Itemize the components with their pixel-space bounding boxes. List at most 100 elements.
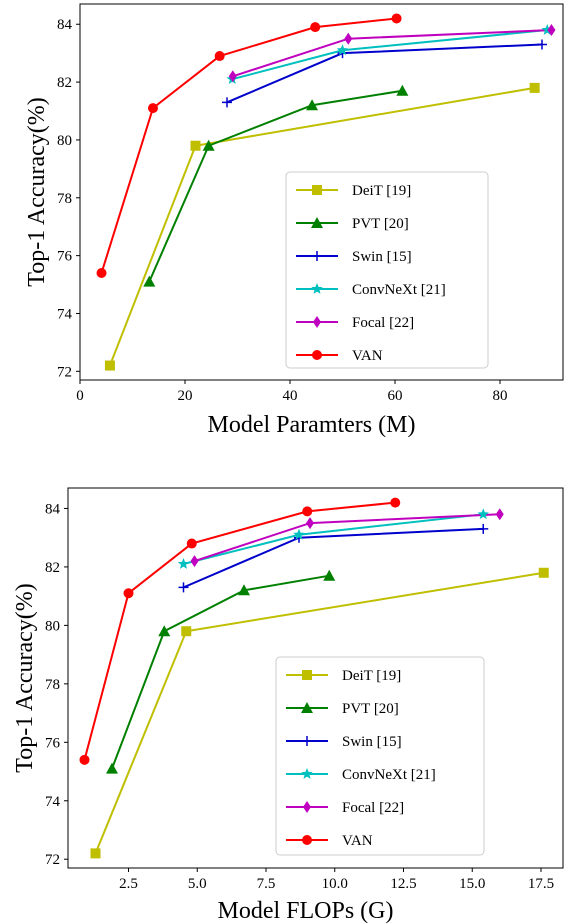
- y-tick-label: 82: [45, 560, 60, 576]
- legend-marker-4: [303, 801, 311, 813]
- data-point-5-0: [96, 267, 107, 278]
- data-point-1-3: [323, 569, 336, 581]
- x-axis-label: Model FLOPs (G): [217, 898, 393, 924]
- legend-marker-2: [302, 736, 312, 746]
- data-point-1-2: [238, 584, 250, 596]
- series-line-1: [148, 89, 403, 283]
- y-tick-label: 74: [45, 794, 61, 810]
- legend-marker-3: [311, 283, 323, 294]
- legend-label-0: DeiT [19]: [342, 668, 401, 684]
- x-tick-label: 15.0: [459, 876, 485, 892]
- data-point-4-2: [547, 24, 556, 37]
- y-tick-label: 78: [45, 677, 60, 693]
- legend-label-3: ConvNeXt [21]: [352, 282, 446, 298]
- legend-marker-1: [301, 702, 313, 713]
- data-point-2-0: [178, 582, 189, 593]
- x-tick-label: 17.5: [528, 876, 554, 892]
- data-point-3-0: [177, 558, 190, 569]
- legend-label-2: Swin [15]: [342, 734, 402, 750]
- data-point-1-0: [106, 762, 118, 774]
- x-axis-label: Model Paramters (M): [208, 412, 416, 438]
- series-line-4: [194, 513, 500, 563]
- y-tick-label: 80: [45, 618, 60, 634]
- y-axis-label: Top-1 Accuracy(%): [12, 583, 38, 773]
- data-point-5-4: [391, 13, 402, 24]
- data-point-2-2: [478, 523, 489, 534]
- y-axis-label: Top-1 Accuracy(%): [24, 97, 50, 287]
- legend-label-1: PVT [20]: [352, 216, 409, 232]
- data-point-5-2: [214, 51, 225, 62]
- flops-vs-accuracy-chart: 2.5 5.0 7.5 10.0 12.5 15.0 17.5 72 74 76 78 80 82 84 M…: [12, 487, 564, 924]
- data-point-1-1: [158, 625, 171, 637]
- data-point-5-1: [147, 103, 158, 114]
- legend: DeiT [19] PVT [20] Swin [15] ConvNeXt [21] F…: [285, 171, 489, 369]
- data-point-5-4: [390, 497, 401, 508]
- y-tick-label: 82: [57, 75, 72, 91]
- x-tick-label: 80: [493, 388, 508, 404]
- legend-box: [285, 171, 489, 369]
- axes-frame: [79, 3, 564, 381]
- legend-label-3: ConvNeXt [21]: [342, 767, 436, 783]
- x-tick-label: 12.5: [390, 876, 416, 892]
- axes-frame: [67, 487, 564, 869]
- data-point-3-2: [541, 24, 553, 35]
- y-tick-label: 84: [57, 17, 73, 33]
- data-point-5-3: [310, 22, 321, 33]
- data-point-4-2: [495, 508, 504, 521]
- series-line-1: [111, 574, 330, 769]
- data-point-1-0: [143, 275, 156, 287]
- legend-marker-5: [302, 835, 312, 845]
- legend-marker-0: [312, 185, 322, 195]
- data-point-1-1: [202, 139, 215, 151]
- params-vs-accuracy-chart: 0 20 40 60 80 72 74 76 78 80 82 84 Model Paramters (…: [24, 3, 564, 438]
- legend-label-5: VAN: [342, 833, 373, 849]
- x-tick-label: 5.0: [188, 876, 207, 892]
- legend-label-1: PVT [20]: [342, 701, 399, 717]
- data-point-2-0: [222, 97, 232, 108]
- legend-label-4: Focal [22]: [352, 315, 414, 331]
- legend-label-0: DeiT [19]: [352, 183, 411, 199]
- data-point-4-0: [190, 555, 199, 568]
- x-tick-label: 20: [178, 388, 193, 404]
- data-point-3-1: [293, 528, 305, 540]
- data-point-4-1: [306, 517, 314, 530]
- data-point-0-1: [190, 140, 201, 151]
- x-tick-label: 7.5: [257, 876, 276, 892]
- legend-marker-2: [312, 251, 322, 261]
- data-point-1-2: [306, 99, 319, 111]
- legend-box: [275, 656, 485, 856]
- data-point-0-0: [90, 848, 101, 859]
- legend-label-2: Swin [15]: [352, 249, 412, 265]
- data-point-1-3: [396, 84, 409, 96]
- y-tick-label: 74: [57, 306, 73, 322]
- y-tick-label: 76: [57, 249, 73, 265]
- data-point-0-1: [181, 626, 192, 637]
- data-point-0-0: [104, 360, 115, 371]
- y-tick-label: 84: [45, 501, 61, 517]
- legend-marker-5: [312, 350, 322, 360]
- legend-label-5: VAN: [352, 348, 383, 364]
- data-point-3-2: [477, 508, 489, 520]
- data-point-5-2: [186, 538, 197, 549]
- y-tick-label: 72: [45, 852, 60, 868]
- data-point-5-0: [79, 754, 90, 765]
- data-point-3-1: [336, 44, 349, 56]
- data-point-2-2: [537, 39, 547, 50]
- x-tick-label: 40: [283, 388, 298, 404]
- x-tick-label: 2.5: [119, 876, 138, 892]
- data-point-0-2: [529, 82, 540, 93]
- legend-marker-1: [311, 217, 323, 228]
- data-point-4-1: [344, 32, 353, 45]
- y-tick-label: 72: [57, 364, 72, 380]
- legend-marker-3: [301, 768, 313, 779]
- y-tick-label: 76: [45, 735, 61, 751]
- legend-marker-0: [302, 670, 312, 680]
- x-tick-label: 60: [388, 388, 403, 404]
- legend-marker-4: [313, 316, 321, 328]
- y-tick-label: 80: [57, 133, 72, 149]
- data-point-0-2: [538, 567, 549, 578]
- x-tick-label: 10.0: [322, 876, 348, 892]
- data-point-4-0: [228, 70, 237, 83]
- x-tick-label: 0: [76, 388, 84, 404]
